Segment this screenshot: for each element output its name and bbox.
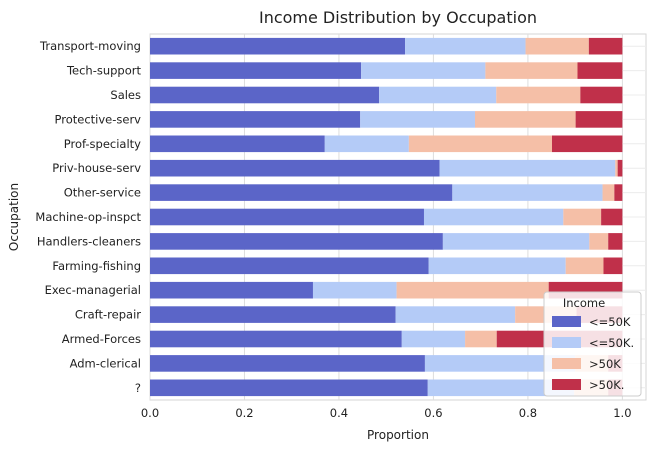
bar-segment xyxy=(150,62,362,79)
legend-swatch xyxy=(552,316,581,327)
bar-segment xyxy=(615,159,618,177)
bar-segment xyxy=(614,184,623,201)
legend: Income <=50K <=50K. >50K >50K. xyxy=(543,291,642,397)
bar-segment xyxy=(485,62,578,79)
legend-title: Income xyxy=(563,296,605,310)
bar-segment xyxy=(150,355,425,372)
bar-segment xyxy=(575,111,623,128)
y-tick-label: Sales xyxy=(110,88,141,102)
bar-segment xyxy=(580,86,623,104)
legend-label: >50K xyxy=(589,357,621,371)
bar-segment xyxy=(565,257,604,275)
bar-segment xyxy=(150,184,453,201)
bar-segment xyxy=(150,306,396,323)
bar-segment xyxy=(551,135,623,153)
y-tick-label: Adm-clerical xyxy=(70,356,141,370)
bar-segment xyxy=(150,330,402,348)
bar-segment xyxy=(150,159,440,177)
bar-segment xyxy=(150,135,325,153)
bar-segment xyxy=(150,111,361,128)
bar-segment xyxy=(150,233,443,250)
y-tick-label: Armed-Forces xyxy=(62,332,141,346)
legend-swatch xyxy=(552,358,581,369)
bar-segment xyxy=(496,86,581,104)
y-tick-label: Other-service xyxy=(64,186,141,200)
y-tick-label: Farming-fishing xyxy=(52,259,141,273)
bar-segment xyxy=(602,184,615,201)
bar-segment xyxy=(396,281,549,299)
y-tick-label: Craft-repair xyxy=(75,308,141,322)
bar-segment xyxy=(423,208,564,226)
bar-segment xyxy=(395,306,516,323)
bar-segment xyxy=(361,62,486,79)
x-axis-label: Proportion xyxy=(367,428,429,442)
x-tick-label: 1.0 xyxy=(613,406,631,420)
bar-segment xyxy=(427,379,575,397)
x-tick-labels: 0.0 0.2 0.4 0.6 0.8 1.0 xyxy=(141,406,632,420)
bar-segment xyxy=(150,208,424,226)
bar-segment xyxy=(428,257,566,275)
bar-segment xyxy=(601,208,623,226)
y-tick-label: Machine-op-inspct xyxy=(35,210,141,224)
bar-segment xyxy=(603,257,623,275)
bar-segment xyxy=(150,86,380,104)
bar-segment xyxy=(360,111,475,128)
bar-segment xyxy=(424,355,576,372)
legend-swatch xyxy=(552,337,581,348)
y-tick-label: Exec-managerial xyxy=(45,283,141,297)
bar-segment xyxy=(589,233,609,250)
bar-segment xyxy=(324,135,409,153)
bar-segment xyxy=(405,37,526,55)
bar-segment xyxy=(577,62,623,79)
bar-segment xyxy=(439,159,616,177)
x-tick-label: 0.4 xyxy=(330,406,348,420)
bar-segment xyxy=(150,281,313,299)
bar-segment xyxy=(465,330,497,348)
bar-segment xyxy=(452,184,603,201)
y-tick-label: Prof-specialty xyxy=(64,137,141,151)
bar-segment xyxy=(401,330,466,348)
bar-segment xyxy=(474,111,576,128)
y-tick-label: Handlers-cleaners xyxy=(37,234,141,248)
bar-segment xyxy=(312,281,397,299)
x-tick-label: 0.2 xyxy=(235,406,253,420)
bar-segment xyxy=(150,37,406,55)
legend-label: <=50K xyxy=(589,315,631,329)
legend-label: <=50K. xyxy=(589,336,634,350)
y-tick-label: Tech-support xyxy=(66,64,142,78)
bar-segment xyxy=(525,37,589,55)
y-axis-label: Occupation xyxy=(7,183,21,251)
bar-segment xyxy=(588,37,623,55)
bar-segment xyxy=(563,208,602,226)
chart-title: Income Distribution by Occupation xyxy=(259,8,537,27)
x-tick-label: 0.8 xyxy=(519,406,537,420)
legend-label: >50K. xyxy=(589,378,624,392)
y-tick-label: ? xyxy=(135,381,141,395)
y-tick-label: Transport-moving xyxy=(39,39,141,53)
x-tick-label: 0.6 xyxy=(424,406,442,420)
legend-swatch xyxy=(552,379,581,390)
y-tick-label: Protective-serv xyxy=(55,112,142,126)
bar-segment xyxy=(442,233,590,250)
bar-segment xyxy=(150,379,428,397)
x-tick-label: 0.0 xyxy=(141,406,159,420)
y-tick-label: Priv-house-serv xyxy=(52,161,141,175)
bar-segment xyxy=(608,233,623,250)
bar-segment xyxy=(379,86,497,104)
bar-segment xyxy=(150,257,429,275)
bar-segment xyxy=(617,159,623,177)
bar-segment xyxy=(408,135,552,153)
y-tick-labels: Transport-moving Tech-support Sales Protect… xyxy=(35,39,141,395)
